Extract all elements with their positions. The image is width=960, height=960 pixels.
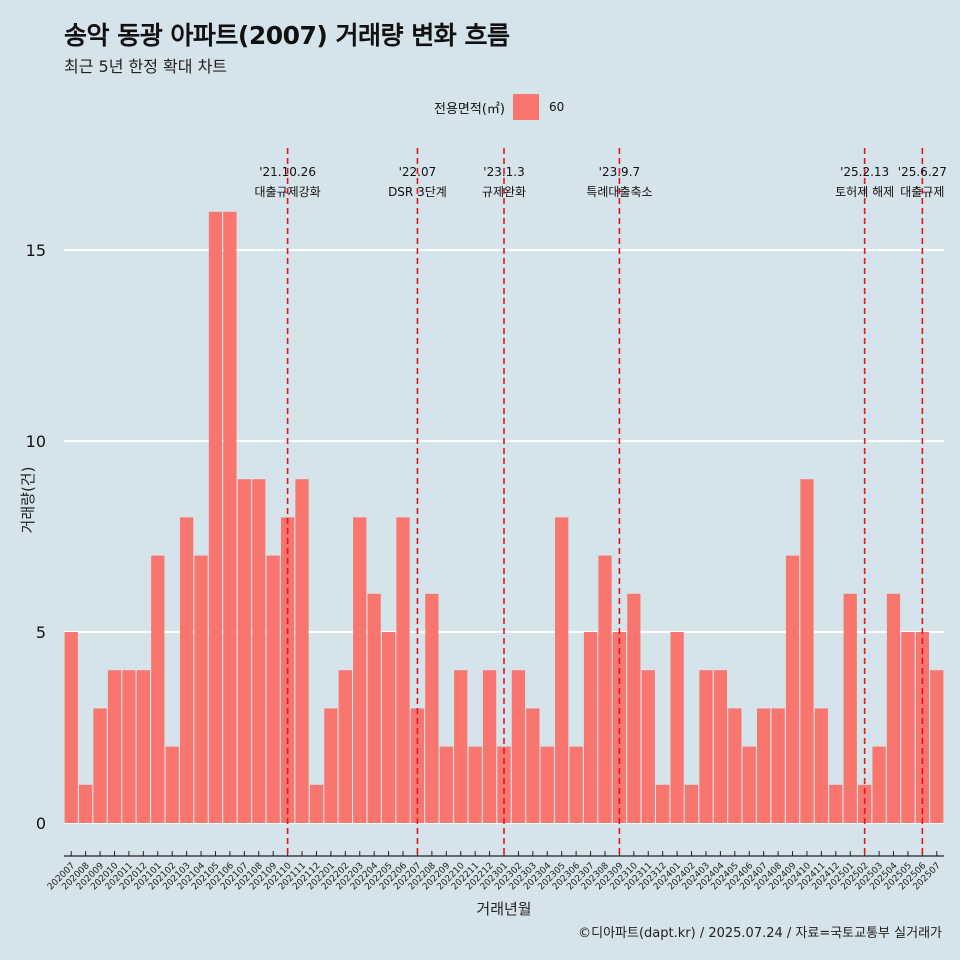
bar — [338, 670, 352, 823]
bar — [742, 746, 756, 823]
bar — [295, 479, 309, 823]
bar — [569, 746, 583, 823]
bar — [728, 708, 742, 823]
event-label: 토허제 해제 — [835, 185, 894, 199]
event-label: 대출규제강화 — [254, 185, 320, 199]
y-axis-title: 거래량(건) — [19, 467, 37, 534]
event-date: '22.07 — [399, 165, 437, 179]
bar — [771, 708, 785, 823]
bar — [93, 708, 107, 823]
bar — [872, 746, 886, 823]
bar — [410, 708, 425, 823]
bar — [165, 746, 179, 823]
bar — [179, 517, 194, 823]
bar — [612, 632, 627, 823]
bar — [64, 632, 78, 823]
bar — [497, 746, 511, 823]
bar — [79, 784, 93, 823]
bar — [829, 784, 843, 823]
bar — [641, 670, 655, 823]
bar — [540, 746, 554, 823]
y-tick-label: 0 — [36, 814, 46, 833]
bar — [699, 670, 713, 823]
bar — [684, 784, 699, 823]
bar — [843, 593, 857, 823]
y-tick-label: 10 — [26, 432, 46, 451]
y-tick-label: 5 — [36, 623, 46, 642]
bar — [309, 784, 324, 823]
chart-title: 송악 동광 아파트(2007) 거래량 변화 흐름 — [64, 21, 510, 50]
bar — [324, 708, 338, 823]
bar — [800, 479, 814, 823]
bar — [886, 593, 901, 823]
bar — [439, 746, 453, 823]
event-date: '23.9.7 — [599, 165, 640, 179]
bar — [252, 479, 266, 823]
bar — [555, 517, 569, 823]
y-tick-label: 15 — [26, 241, 46, 260]
bar — [583, 632, 598, 823]
bar — [223, 211, 237, 824]
event-date: '25.6.27 — [898, 165, 947, 179]
event-label: 특례대출축소 — [586, 185, 652, 199]
bar — [656, 784, 670, 823]
bar — [353, 517, 367, 823]
event-label: DSR 3단계 — [388, 185, 447, 199]
event-label: 대출규제 — [900, 185, 944, 199]
bar — [468, 746, 482, 823]
legend-swatch — [512, 94, 539, 120]
event-date: '21.10.26 — [259, 165, 316, 179]
bar — [107, 670, 122, 823]
bar — [194, 555, 208, 823]
bar — [713, 670, 728, 823]
bar — [367, 593, 381, 823]
bar — [381, 632, 396, 823]
chart-subtitle: 최근 5년 한정 확대 차트 — [64, 57, 228, 76]
event-label: 규제완화 — [482, 185, 526, 199]
event-date: '23.1.3 — [483, 165, 524, 179]
event-date: '25.2.13 — [840, 165, 889, 179]
bar — [915, 632, 929, 823]
bar — [511, 670, 526, 823]
bar — [757, 708, 771, 823]
bar — [670, 632, 684, 823]
legend-title: 전용면적(㎡) — [434, 101, 505, 117]
x-axis-title: 거래년월 — [476, 900, 531, 918]
bar — [482, 670, 497, 823]
bar — [627, 593, 641, 823]
bar — [814, 708, 829, 823]
source-caption: ©디아파트(dapt.kr) / 2025.07.24 / 자료=국토교통부 실… — [578, 926, 942, 941]
bar — [930, 670, 944, 823]
bar — [136, 670, 150, 823]
bar — [526, 708, 540, 823]
bar — [901, 632, 915, 823]
bar — [396, 517, 410, 823]
bar — [237, 479, 251, 823]
bar — [454, 670, 468, 823]
bar — [151, 555, 165, 823]
legend: 전용면적(㎡) 60 — [434, 93, 564, 121]
bar — [425, 593, 439, 823]
bar — [785, 555, 800, 823]
legend-key: 60 — [548, 100, 565, 114]
bar — [122, 670, 136, 823]
bar — [266, 555, 280, 823]
bar — [598, 555, 612, 823]
bar — [208, 211, 223, 824]
